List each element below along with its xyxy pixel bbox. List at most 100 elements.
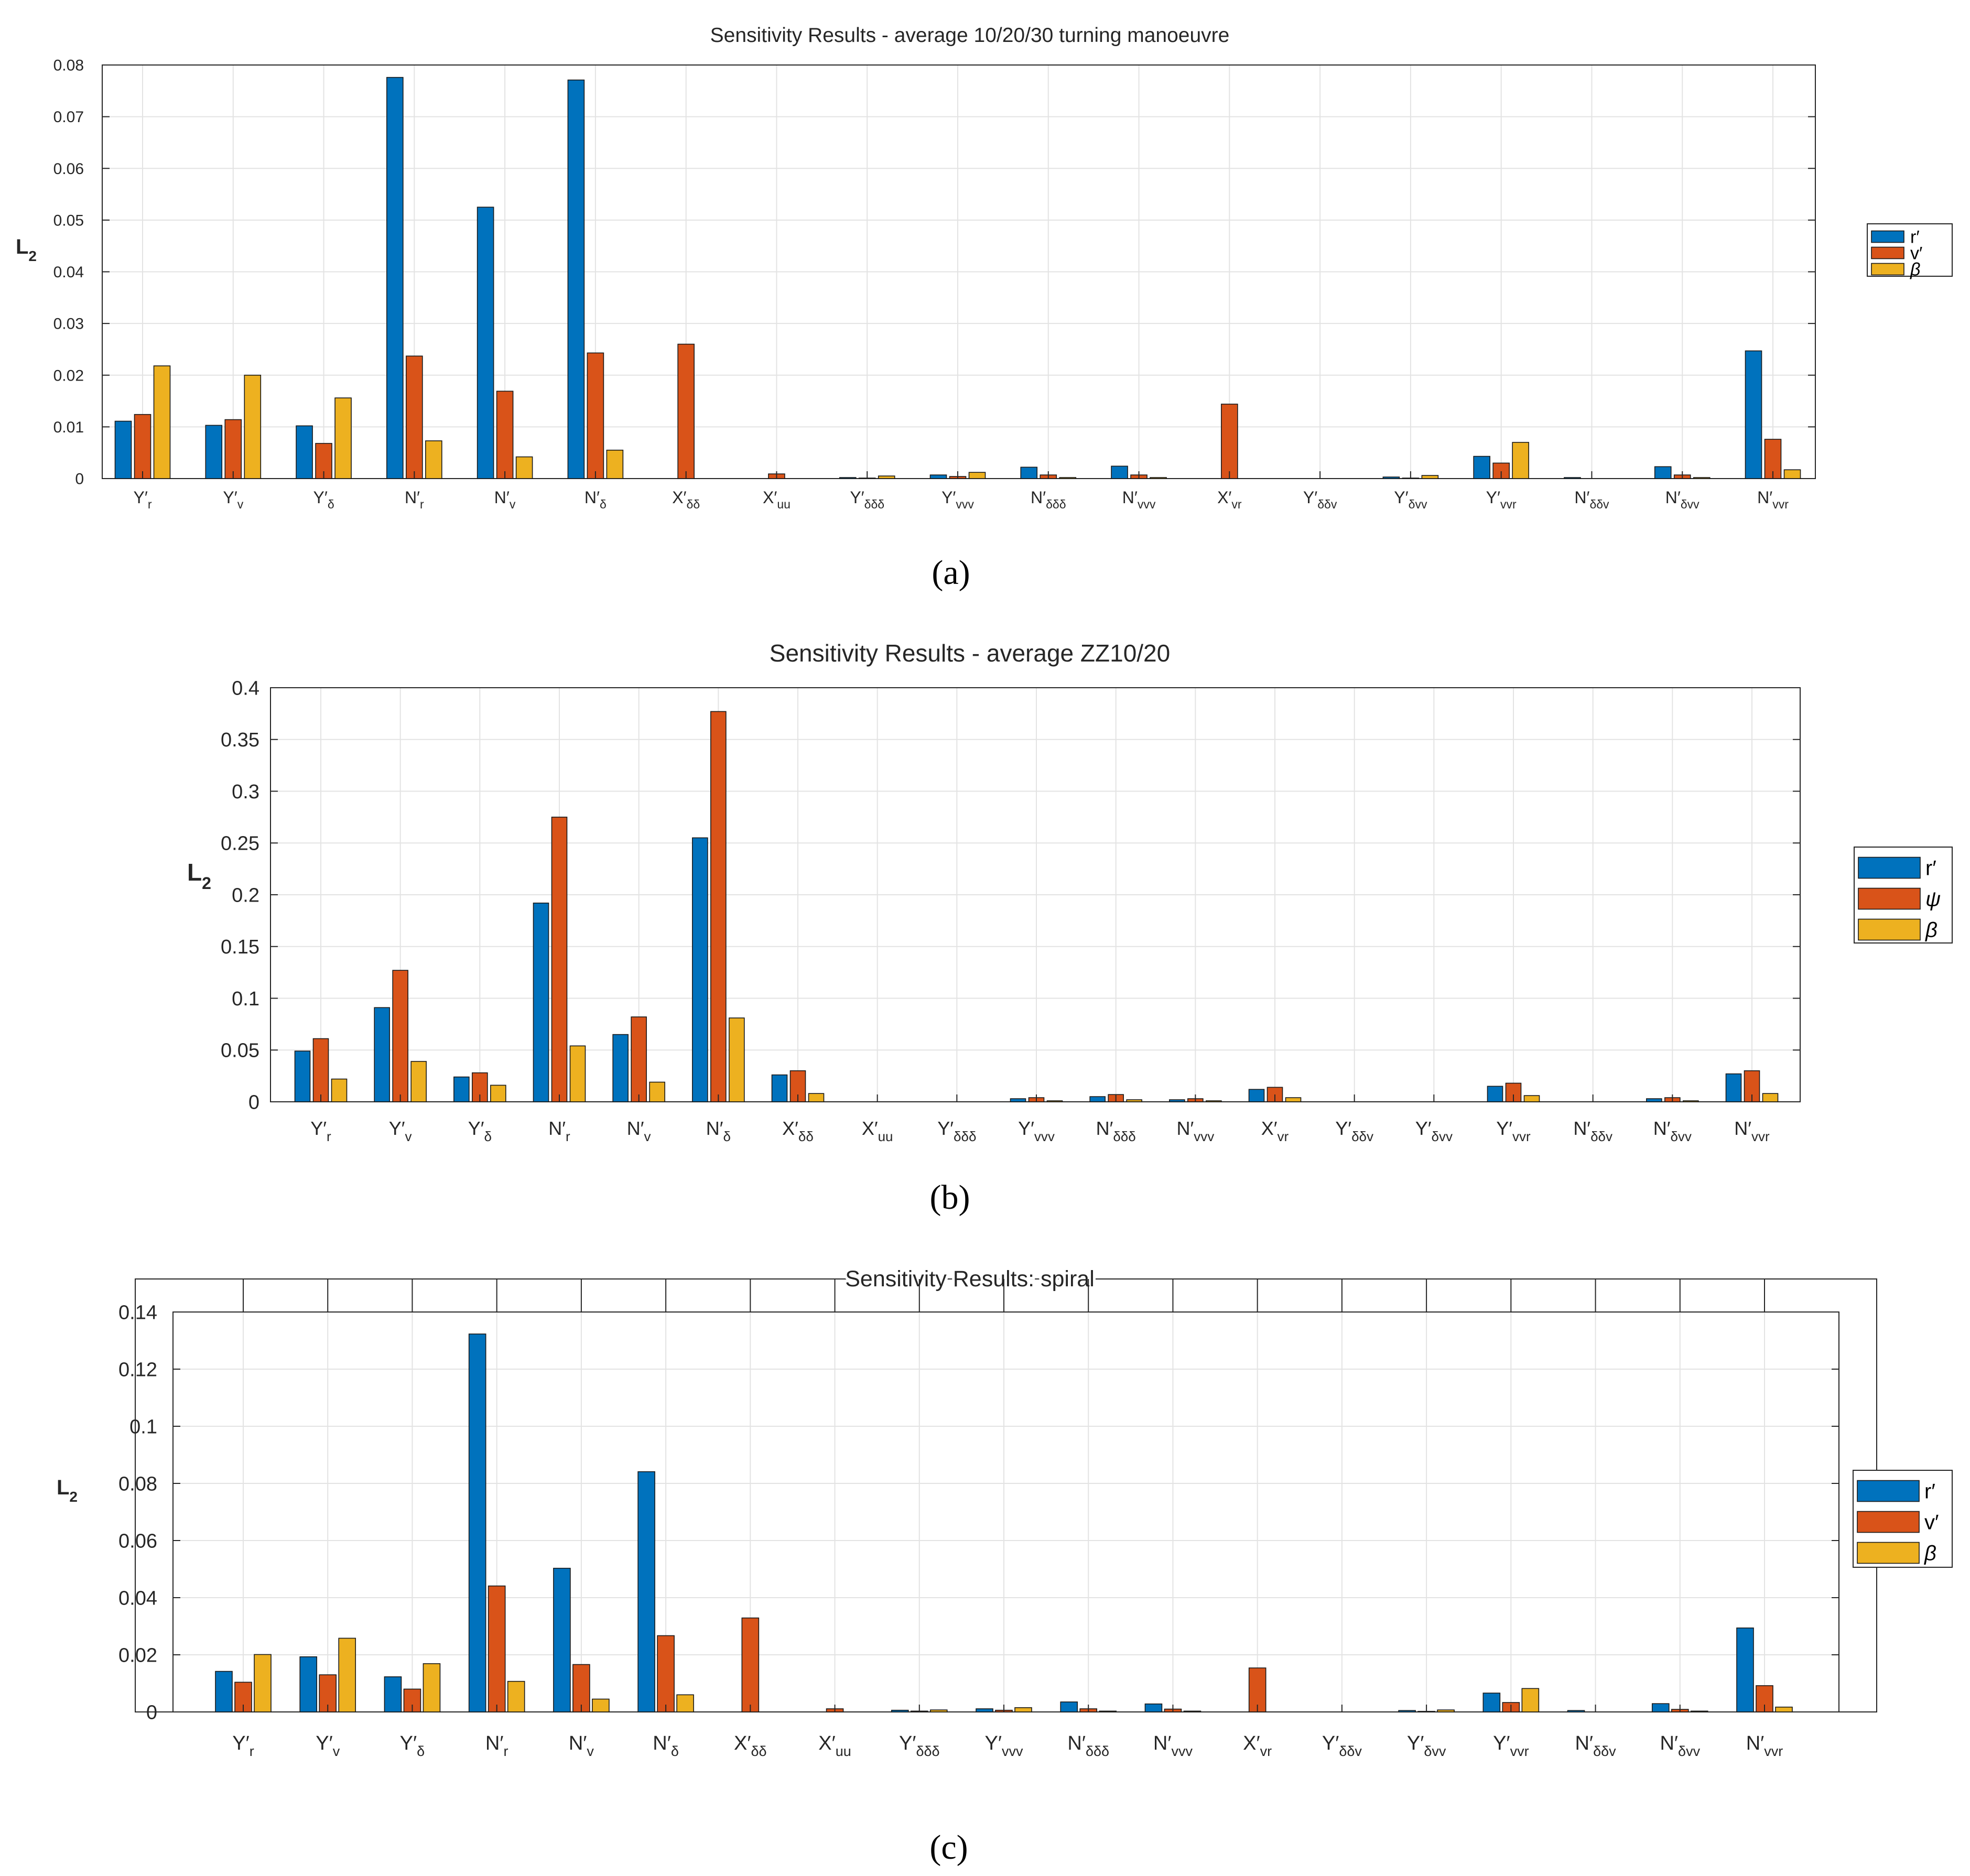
- x-tick-label: Y′δ: [313, 488, 334, 511]
- y-tick-label: 0.12: [118, 1359, 157, 1381]
- bar-beta-npdeltavv: [1693, 477, 1711, 479]
- bar-rp-ypr: [294, 1050, 311, 1102]
- plot-frame-c: [135, 1278, 1877, 1712]
- ylabel-c: L2: [57, 1476, 78, 1505]
- x-tick-label: N′δvv: [1660, 1732, 1700, 1759]
- y-tick-label: 0.01: [53, 419, 84, 436]
- bar-vp-xpvr: [1221, 404, 1238, 479]
- x-tick-label: N′vvv: [1176, 1118, 1214, 1144]
- bar-rp-npr: [533, 903, 549, 1102]
- bar-beta-npr: [569, 1045, 586, 1102]
- panel-b-chart: Sensitivity Results - average ZZ10/20 0 0…: [187, 639, 1953, 1217]
- bar-rp-xpdeltadelta: [771, 1074, 788, 1102]
- bar-rp-ypv: [205, 425, 223, 479]
- y-tick-label: 0.3: [232, 781, 259, 803]
- x-tick-label: X′vr: [1217, 488, 1242, 511]
- x-tick-label: Y′vvv: [941, 488, 974, 511]
- x-tick-label: X′uu: [763, 488, 791, 511]
- bar-rp-npvvr: [1745, 350, 1762, 479]
- x-tick-label: N′v: [627, 1118, 651, 1144]
- x-tick-label: N′δδδ: [1031, 488, 1066, 511]
- x-tick-label: N′δvv: [1653, 1118, 1692, 1144]
- legend-swatch-rp: [1857, 1480, 1920, 1502]
- chart-title-b: Sensitivity Results - average ZZ10/20: [770, 639, 1170, 667]
- bar-beta-xpdeltadelta: [808, 1093, 825, 1102]
- x-tick-label: N′vvr: [1757, 488, 1789, 511]
- bar-beta-ypdelta: [334, 397, 352, 479]
- bar-rp-npvvr: [1736, 1627, 1754, 1712]
- y-tick-label: 0.14: [118, 1302, 157, 1324]
- bar-rp-npdeltadeltav: [1567, 1710, 1585, 1712]
- bar-beta-xpvr: [1285, 1097, 1302, 1102]
- y-tick-label: 0.03: [53, 316, 84, 333]
- y-tick-label: 0.05: [53, 212, 84, 229]
- x-tick-label: Y′δδδ: [850, 488, 884, 511]
- x-tick-label: Y′δδδ: [937, 1118, 976, 1144]
- x-tick-label: Y′δ: [468, 1118, 492, 1144]
- x-tick-label: N′r: [548, 1118, 570, 1144]
- y-tick-label: 0: [248, 1091, 259, 1113]
- bar-beta-npdelta: [676, 1694, 694, 1712]
- bar-beta-ypvvv: [1046, 1100, 1063, 1102]
- bar-beta-npvvv: [1150, 477, 1167, 479]
- bar-rp-ypdeltavv: [1382, 476, 1400, 479]
- legend-label-rp: r′: [1925, 857, 1936, 880]
- y-tick-label: 0.08: [53, 57, 84, 74]
- ylabel-a: L2: [16, 235, 37, 264]
- x-tick-label: Y′δvv: [1394, 488, 1427, 511]
- legend-label-rp: r′: [1910, 227, 1920, 247]
- y-tick-label: 0.25: [221, 833, 259, 855]
- bar-vp-npr: [406, 355, 423, 479]
- bar-beta-npv: [592, 1698, 610, 1712]
- y-tick-label: 0.06: [53, 160, 84, 178]
- panel-a-chart: Sensitivity Results - average 10/20/30 t…: [16, 24, 1953, 592]
- bar-rp-npv: [477, 207, 494, 479]
- x-tick-label: Y′v: [223, 488, 243, 511]
- bar-rp-npdeltadeltadelta: [1060, 1701, 1078, 1712]
- ylabel-b: L2: [187, 859, 211, 893]
- x-tick-label: X′uu: [818, 1732, 851, 1759]
- bar-rp-npdelta: [637, 1471, 655, 1712]
- bar-beta-npdelta: [729, 1017, 745, 1102]
- y-tick-label: 0.15: [221, 936, 259, 958]
- legend-swatch-rp: [1871, 230, 1904, 243]
- bar-rp-ypvvv: [1010, 1098, 1026, 1102]
- bar-rp-ypr: [215, 1671, 233, 1712]
- bar-rp-npdeltadeltadelta: [1020, 467, 1038, 479]
- bar-beta-ypr: [254, 1654, 272, 1712]
- bar-rp-ypr: [114, 420, 132, 479]
- legend-label-vp: v′: [1924, 1511, 1939, 1534]
- bar-beta-npvvv: [1206, 1100, 1222, 1102]
- x-tick-label: N′δδv: [1575, 1732, 1616, 1759]
- bar-beta-npr: [507, 1680, 525, 1712]
- bar-rp-npdeltavv: [1654, 466, 1672, 479]
- bar-psi-npv: [631, 1016, 647, 1102]
- x-tick-label: N′r: [405, 488, 424, 511]
- bar-beta-npdeltavv: [1690, 1710, 1708, 1712]
- bar-beta-ypvvv: [1014, 1707, 1032, 1712]
- legend-label-psi: ψ: [1925, 888, 1941, 911]
- x-tick-label: Y′vvr: [1496, 1118, 1531, 1144]
- bar-beta-npdeltadeltadelta: [1099, 1710, 1117, 1712]
- bar-beta-npvvr: [1783, 469, 1801, 479]
- bar-beta-npvvr: [1762, 1093, 1779, 1102]
- y-tick-label: 0.08: [118, 1473, 157, 1495]
- y-tick-label: 0.05: [221, 1040, 259, 1062]
- legend-c: r′ v′ β: [1853, 1470, 1953, 1568]
- legend-b: r′ ψβ: [1854, 847, 1953, 944]
- x-tick-label: Y′δδv: [1335, 1118, 1373, 1144]
- bar-rp-ypdeltadeltadelta: [891, 1709, 909, 1712]
- bar-rp-npvvv: [1111, 465, 1128, 479]
- panel-label-a: (a): [932, 554, 970, 592]
- legend-swatch-beta: [1858, 918, 1921, 941]
- bar-rp-npdelta: [567, 79, 585, 479]
- chart-title-c: Sensitivity Results: spiral: [845, 1266, 1095, 1292]
- x-tick-label: Y′r: [133, 488, 151, 511]
- bar-rp-ypvvr: [1482, 1693, 1501, 1712]
- y-tick-label: 0.1: [129, 1416, 157, 1438]
- bar-beta-ypv: [244, 374, 262, 479]
- x-tick-label: N′vvv: [1122, 488, 1156, 511]
- x-tick-label: N′v: [494, 488, 516, 511]
- x-tick-label: X′vr: [1243, 1732, 1272, 1759]
- y-tick-label: 0.02: [118, 1644, 157, 1666]
